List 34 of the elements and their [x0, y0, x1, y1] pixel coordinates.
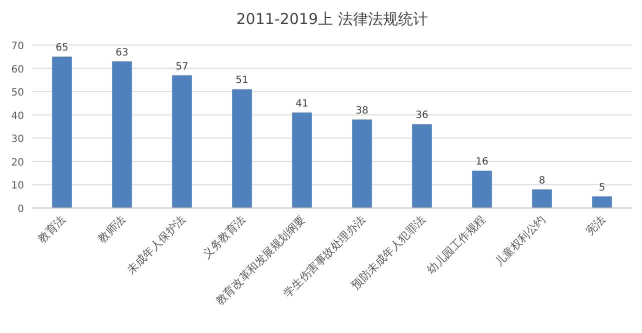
- data-label: 51: [236, 75, 248, 86]
- bar: [232, 89, 252, 208]
- y-tick-label: 60: [11, 64, 24, 76]
- x-tick-label: 宪法: [583, 212, 608, 238]
- data-label: 8: [538, 175, 546, 186]
- data-label: 65: [56, 42, 68, 54]
- bar: [532, 189, 552, 208]
- bar: [472, 170, 492, 208]
- x-tick-label: 儿童权利公约: [492, 212, 548, 269]
- y-tick-label: 30: [11, 134, 24, 146]
- data-label: 41: [296, 98, 308, 110]
- bar: [412, 124, 432, 208]
- x-tick-label: 教育法: [36, 212, 68, 246]
- data-label: 38: [356, 106, 368, 117]
- data-label: 16: [476, 156, 488, 168]
- x-tick-label: 幼儿园工作规程: [424, 212, 488, 277]
- y-tick-label: 40: [11, 110, 24, 122]
- bar: [112, 61, 132, 208]
- y-tick-label: 70: [11, 41, 24, 52]
- y-tick-label: 0: [18, 204, 24, 215]
- data-label: 5: [598, 182, 606, 194]
- y-tick-label: 10: [11, 180, 24, 192]
- bar: [172, 75, 192, 208]
- data-label: 57: [176, 61, 188, 72]
- data-label: 36: [416, 110, 428, 122]
- y-tick-label: 50: [11, 88, 24, 99]
- x-tick-label: 义务教育法: [200, 212, 248, 262]
- y-tick-label: 20: [11, 157, 24, 168]
- data-label: 63: [116, 47, 128, 58]
- chart-title: 2011-2019上 法律法规统计: [236, 10, 428, 28]
- bar: [592, 196, 612, 208]
- bar: [292, 112, 312, 208]
- bar: [352, 120, 372, 208]
- bar: [52, 56, 72, 208]
